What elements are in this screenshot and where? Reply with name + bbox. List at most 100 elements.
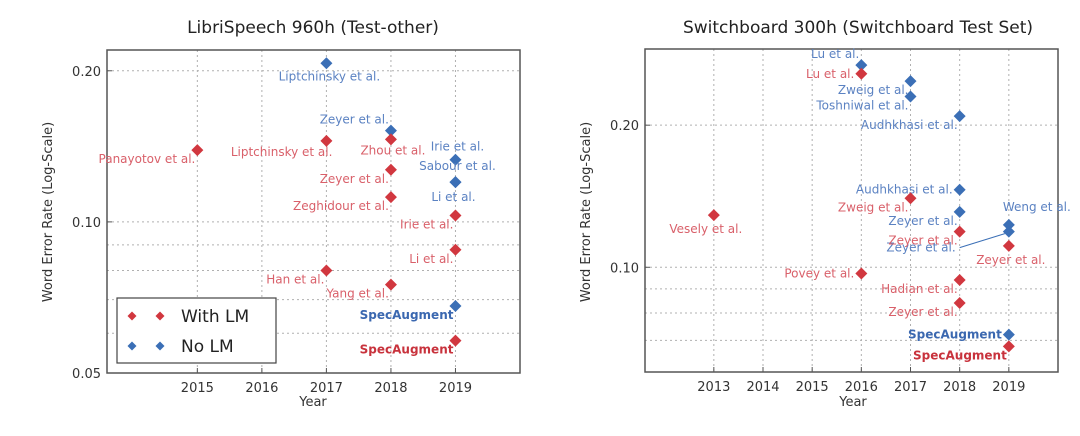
data-label: Li et al. <box>431 190 475 204</box>
legend: With LM No LM <box>116 297 277 364</box>
data-point-with-lm <box>449 334 462 347</box>
data-point-with-lm <box>953 225 966 238</box>
data-point-with-lm <box>191 144 204 157</box>
data-label: SpecAugment <box>913 348 1007 362</box>
x-tick-label: 2013 <box>697 380 730 395</box>
legend-marker <box>127 341 137 351</box>
data-point-no-lm <box>1002 218 1015 231</box>
x-tick-label: 2019 <box>439 381 472 396</box>
data-point-with-lm <box>384 191 397 204</box>
x-tick-label: 2019 <box>992 380 1025 395</box>
data-point-with-lm <box>1002 340 1015 353</box>
plot-frame <box>644 48 1059 373</box>
x-tick-label: 2014 <box>746 380 779 395</box>
data-point-no-lm <box>953 110 966 123</box>
data-label: Li et al. <box>409 252 453 266</box>
y-axis-label: Word Error Rate (Log-Scale) <box>41 122 56 302</box>
data-label: Liptchinsky et al. <box>279 69 381 83</box>
data-point-with-lm <box>320 134 333 147</box>
y-tick-label: 0.20 <box>610 119 639 134</box>
data-point-no-lm <box>904 90 917 103</box>
x-tick-label: 2017 <box>894 380 927 395</box>
x-tick-label: 2018 <box>374 381 407 396</box>
legend-marker <box>155 311 165 321</box>
data-point-with-lm <box>953 297 966 310</box>
data-label: Vesely et al. <box>669 222 742 236</box>
x-tick-label: 2016 <box>845 380 878 395</box>
data-label: Audhkhasi et al. <box>856 183 953 197</box>
data-label: Zweig et al. <box>838 200 909 214</box>
data-point-no-lm <box>1002 328 1015 341</box>
data-label: Irie et al. <box>400 217 453 231</box>
data-label: Zeghidour et al. <box>293 199 389 213</box>
y-axis-label: Word Error Rate (Log-Scale) <box>579 122 594 302</box>
data-point-with-lm <box>320 264 333 277</box>
gridlines <box>107 50 520 373</box>
data-point-no-lm <box>384 124 397 137</box>
data-label: Lu et al. <box>811 47 859 61</box>
x-tick-label: 2018 <box>943 380 976 395</box>
data-label: Audhkhasi et al. <box>861 118 958 132</box>
data-label: Yang et al. <box>325 287 388 301</box>
data-label: Zeyer et al. <box>320 113 389 127</box>
data-label: SpecAugment <box>908 328 1002 342</box>
data-label: Zeyer et al. <box>320 172 389 186</box>
data-point-no-lm <box>953 205 966 218</box>
data-point-no-lm <box>449 299 462 312</box>
data-point-with-lm <box>855 267 868 280</box>
data-label: SpecAugment <box>360 308 454 322</box>
data-point-no-lm <box>320 57 333 70</box>
x-tick-label: 2015 <box>796 380 829 395</box>
data-point-no-lm <box>855 59 868 72</box>
data-points: Liptchinsky et al. Zeyer et al. Zhou et al… <box>99 57 496 357</box>
legend-marker <box>155 341 165 351</box>
data-label: Zeyer et al. <box>888 214 957 228</box>
data-point-with-lm <box>953 273 966 286</box>
y-tick-label: 0.05 <box>72 367 101 382</box>
data-label: Hadian et al. <box>881 282 958 296</box>
chart-switchboard: Switchboard 300h (Switchboard Test Set) … <box>579 18 1071 410</box>
data-label: Sabour et al. <box>419 159 496 173</box>
label-connector <box>959 233 1005 249</box>
chart-librispeech: LibriSpeech 960h (Test-other) Word Error… <box>41 18 521 410</box>
data-label: Han et al. <box>266 273 324 287</box>
data-label: Zeyer et al. <box>888 234 957 248</box>
plot-frame <box>106 49 521 374</box>
data-label: SpecAugment <box>360 343 454 357</box>
data-label: Zhou et al. <box>360 143 425 157</box>
data-label: Liptchinsky et al. <box>231 145 333 159</box>
data-point-with-lm <box>384 133 397 146</box>
data-point-no-lm <box>1002 225 1015 238</box>
data-points: Lu et al. Lu et al. Zweig et al. Toshniwal … <box>669 47 1070 362</box>
data-point-with-lm <box>384 278 397 291</box>
data-point-with-lm <box>1002 239 1015 252</box>
x-tick-label: 2016 <box>245 381 278 396</box>
y-tick-label: 0.10 <box>610 261 639 276</box>
data-label: Toshniwal et al. <box>815 99 908 113</box>
data-label: Lu et al. <box>806 67 854 81</box>
data-label: Weng et al. <box>1003 200 1071 214</box>
legend-label: No LM <box>181 337 234 357</box>
data-label: Zeyer et al. <box>886 241 955 255</box>
data-label: Zeyer et al. <box>976 253 1045 267</box>
data-point-with-lm <box>449 209 462 222</box>
data-point-with-lm <box>384 163 397 176</box>
data-point-with-lm <box>855 67 868 80</box>
data-label: Irie et al. <box>431 140 484 154</box>
data-label: Zweig et al. <box>838 83 909 97</box>
x-tick-label: 2015 <box>181 381 214 396</box>
data-point-no-lm <box>449 153 462 166</box>
data-point-no-lm <box>904 75 917 88</box>
chart-title: Switchboard 300h (Switchboard Test Set) <box>683 18 1033 38</box>
chart-title: LibriSpeech 960h (Test-other) <box>187 18 439 38</box>
data-point-no-lm <box>953 183 966 196</box>
y-tick-label: 0.20 <box>72 65 101 80</box>
y-tick-label: 0.10 <box>72 216 101 231</box>
data-label: Zeyer et al. <box>888 305 957 319</box>
legend-marker <box>127 311 137 321</box>
legend-label: With LM <box>181 307 249 327</box>
data-point-with-lm <box>904 192 917 205</box>
x-tick-label: 2017 <box>310 381 343 396</box>
data-label: Panayotov et al. <box>99 152 196 166</box>
